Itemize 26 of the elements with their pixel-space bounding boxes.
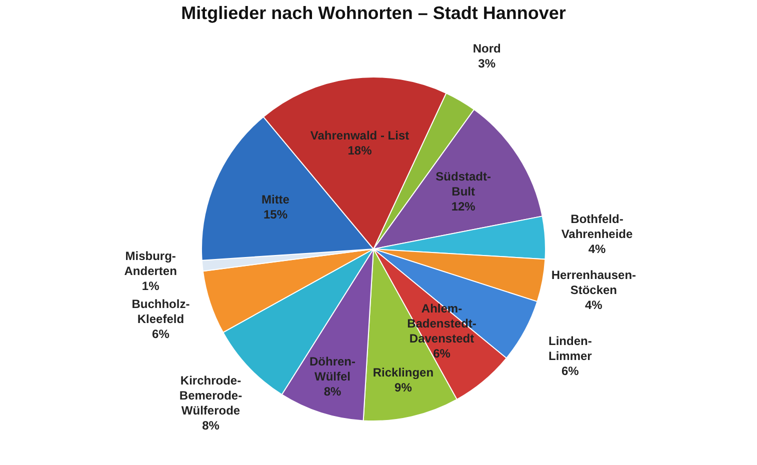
slice-label: Herrenhausen-Stöcken <box>551 268 636 298</box>
slice-label: Nord <box>472 41 501 56</box>
data-label: 8% <box>324 384 342 399</box>
slice-label: Buchholz-Kleefeld <box>132 296 190 326</box>
slice-label: Vahrenwald - List <box>310 128 410 143</box>
data-label: 18% <box>348 144 372 158</box>
slice-label: Döhren-Wülfel <box>309 354 356 384</box>
slice-label: Misburg-Anderten <box>124 248 177 278</box>
slice-label: Bothfeld-Vahrenheide <box>561 212 634 242</box>
data-label: 9% <box>394 380 412 394</box>
data-label: 12% <box>451 200 476 214</box>
chart-title: Mitglieder nach Wohnorten – Stadt Hannover <box>181 3 566 23</box>
data-label: 4% <box>585 298 603 312</box>
data-label: 8% <box>202 418 220 432</box>
slice-label: Linden-Limmer <box>548 334 592 364</box>
data-label: 6% <box>433 346 451 360</box>
data-label: 3% <box>478 56 496 70</box>
slice-label: Ricklingen <box>372 365 434 380</box>
slice-label: Südstadt-Bult <box>436 170 492 199</box>
data-label: 1% <box>142 278 160 293</box>
data-label: 4% <box>588 242 606 256</box>
data-label: 6% <box>561 364 580 378</box>
data-label: 15% <box>263 207 288 222</box>
data-label: 6% <box>152 326 170 341</box>
slice-label: Kirchrode-Bemerode-Wülferode <box>179 373 242 418</box>
slice-label: Mitte <box>261 192 290 206</box>
